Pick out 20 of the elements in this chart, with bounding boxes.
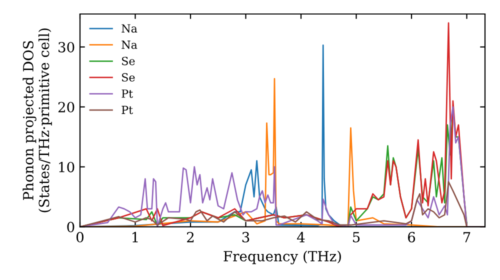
x-tick-label: 2: [187, 232, 194, 242]
legend-label: Na: [122, 40, 138, 49]
x-axis-title: Frequency (THz): [224, 250, 341, 264]
y-tick-label: 20: [58, 102, 74, 112]
x-tick-label: 7: [464, 232, 470, 242]
legend-label: Pt: [122, 90, 133, 98]
x-tick-label: 6: [408, 232, 416, 242]
x-tick-label: 0: [76, 232, 84, 242]
legend-label: Se: [122, 73, 135, 82]
x-tick-label: 5: [353, 232, 360, 242]
x-tick-label: 3: [242, 232, 250, 242]
y-tick-label: 30: [58, 42, 74, 52]
x-tick-label: 1: [132, 232, 138, 242]
y-tick-label: 10: [59, 162, 74, 172]
y-axis-title: Phonon projected DOS (States/THz·primitive cell): [22, 28, 52, 212]
legend-label: Se: [122, 56, 135, 66]
x-tick-label: 4: [297, 232, 305, 242]
legend-label: Pt: [122, 106, 133, 114]
y-tick-label: 0: [67, 222, 74, 232]
legend-label: Na: [122, 24, 138, 33]
